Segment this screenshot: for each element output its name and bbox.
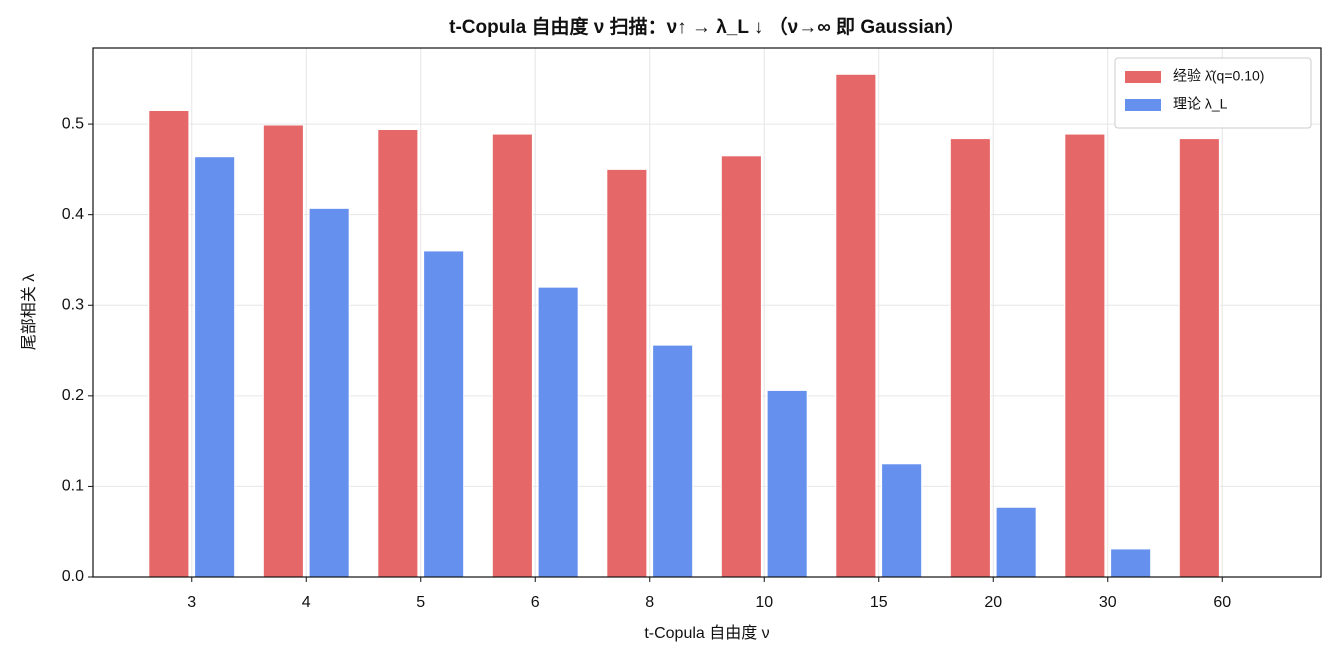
bar bbox=[194, 156, 236, 578]
bar bbox=[766, 389, 808, 578]
x-tick-label: 4 bbox=[302, 594, 311, 611]
bar bbox=[881, 463, 923, 578]
bar bbox=[835, 73, 877, 578]
y-tick-label: 0.1 bbox=[62, 478, 84, 495]
x-tick-label: 5 bbox=[416, 594, 425, 611]
plot-frame bbox=[92, 47, 1322, 578]
y-tick-label: 0.0 bbox=[62, 568, 84, 585]
x-axis-label: t-Copula 自由度 ν bbox=[644, 624, 769, 642]
bar bbox=[995, 506, 1037, 578]
x-tick-label: 15 bbox=[870, 594, 888, 611]
legend-swatch bbox=[1125, 71, 1161, 83]
y-tick-label: 0.2 bbox=[62, 387, 84, 404]
bar bbox=[606, 168, 648, 578]
y-axis-label: 尾部相关 λ bbox=[20, 274, 38, 350]
x-tick-label: 30 bbox=[1099, 594, 1117, 611]
bar bbox=[148, 110, 190, 578]
y-tick-label: 0.4 bbox=[62, 206, 84, 223]
x-tick-label: 6 bbox=[531, 594, 540, 611]
bar bbox=[652, 344, 694, 578]
bar bbox=[537, 286, 579, 578]
legend-swatch bbox=[1125, 99, 1161, 111]
x-tick-label: 10 bbox=[755, 594, 773, 611]
legend: 经验 λ̂(q=0.10) 理论 λ_L bbox=[1114, 57, 1312, 129]
bar bbox=[491, 133, 533, 578]
legend-label: 经验 λ̂(q=0.10) bbox=[1173, 68, 1264, 84]
x-tick-label: 3 bbox=[187, 594, 196, 611]
bar bbox=[1064, 133, 1106, 578]
bar bbox=[262, 124, 304, 578]
x-tick-label: 20 bbox=[984, 594, 1002, 611]
bar bbox=[377, 129, 419, 578]
bar bbox=[1178, 138, 1220, 578]
y-tick-label: 0.5 bbox=[62, 115, 84, 132]
legend-label: 理论 λ_L bbox=[1173, 96, 1228, 112]
bar bbox=[720, 155, 762, 578]
x-tick-label: 8 bbox=[645, 594, 654, 611]
chart-title: t-Copula 自由度 ν 扫描：ν↑ → λ_L ↓ （ν→∞ 即 Gaus… bbox=[449, 15, 965, 38]
bar bbox=[308, 207, 350, 578]
bar bbox=[1110, 548, 1152, 578]
y-tick-label: 0.3 bbox=[62, 296, 84, 313]
bar bbox=[949, 138, 991, 578]
x-tick-label: 60 bbox=[1213, 594, 1231, 611]
bar bbox=[423, 250, 465, 578]
legend-frame bbox=[1114, 57, 1312, 129]
